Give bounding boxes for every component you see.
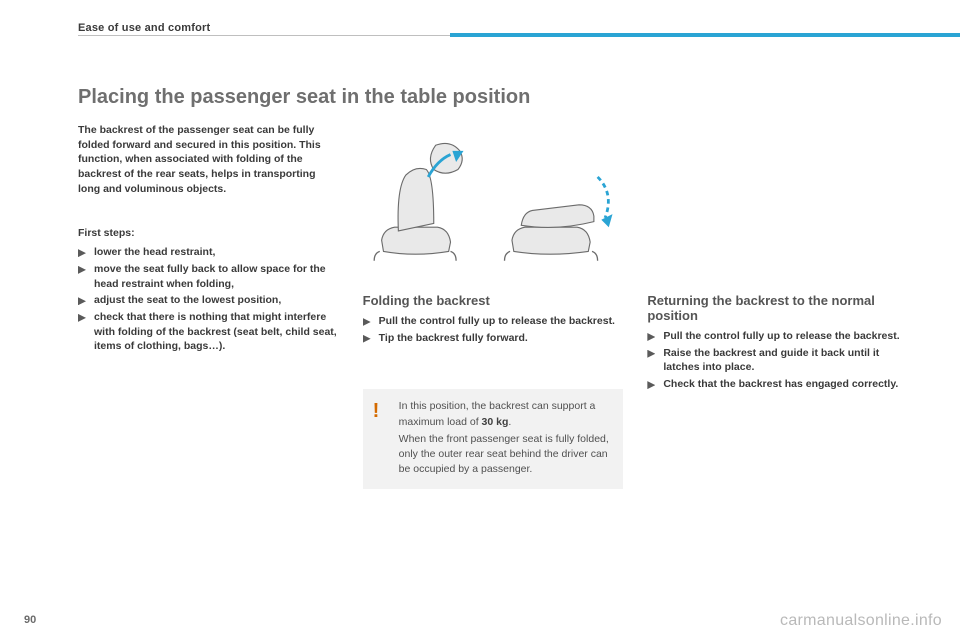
watermark: carmanualsonline.info — [780, 612, 942, 630]
content-columns: The backrest of the passenger seat can b… — [78, 123, 908, 489]
folding-heading: Folding the backrest — [363, 293, 624, 308]
returning-item: Pull the control fully up to release the… — [647, 329, 908, 344]
seat-upright-icon — [374, 143, 463, 260]
first-step-item: check that there is nothing that might i… — [78, 310, 339, 354]
warning-box: ! In this position, the backrest can sup… — [363, 389, 624, 489]
col-right-spacer — [647, 123, 908, 283]
first-step-item: move the seat fully back to allow space … — [78, 262, 339, 291]
intro-paragraph: The backrest of the passenger seat can b… — [78, 123, 339, 196]
folding-item: Pull the control fully up to release the… — [363, 314, 624, 329]
first-steps-list: lower the head restraint, move the seat … — [78, 245, 339, 354]
seat-figure — [363, 123, 624, 283]
warning-text-2: When the front passenger seat is fully f… — [399, 433, 609, 475]
page-title: Placing the passenger seat in the table … — [78, 86, 908, 109]
returning-item: Check that the backrest has engaged corr… — [647, 377, 908, 392]
col-middle: Folding the backrest Pull the control fu… — [363, 123, 624, 489]
top-rule-accent — [450, 33, 960, 37]
returning-heading: Returning the backrest to the normal pos… — [647, 293, 908, 323]
folding-list: Pull the control fully up to release the… — [363, 314, 624, 345]
returning-item: Raise the backrest and guide it back unt… — [647, 346, 908, 375]
warning-bold: 30 kg — [482, 416, 509, 428]
first-step-item: lower the head restraint, — [78, 245, 339, 260]
page: Ease of use and comfort Placing the pass… — [0, 0, 960, 640]
first-steps-label: First steps: — [78, 226, 339, 241]
warning-text-1b: . — [508, 416, 511, 428]
returning-list: Pull the control fully up to release the… — [647, 329, 908, 392]
intro-text: The backrest of the passenger seat can b… — [78, 123, 339, 196]
warning-icon: ! — [373, 397, 380, 426]
page-number: 90 — [24, 614, 36, 626]
seat-folded-icon — [504, 177, 612, 261]
folding-item: Tip the backrest fully forward. — [363, 331, 624, 346]
col-right: Returning the backrest to the normal pos… — [647, 123, 908, 489]
col-left: The backrest of the passenger seat can b… — [78, 123, 339, 489]
first-step-item: adjust the seat to the lowest position, — [78, 293, 339, 308]
seat-svg — [363, 123, 624, 283]
